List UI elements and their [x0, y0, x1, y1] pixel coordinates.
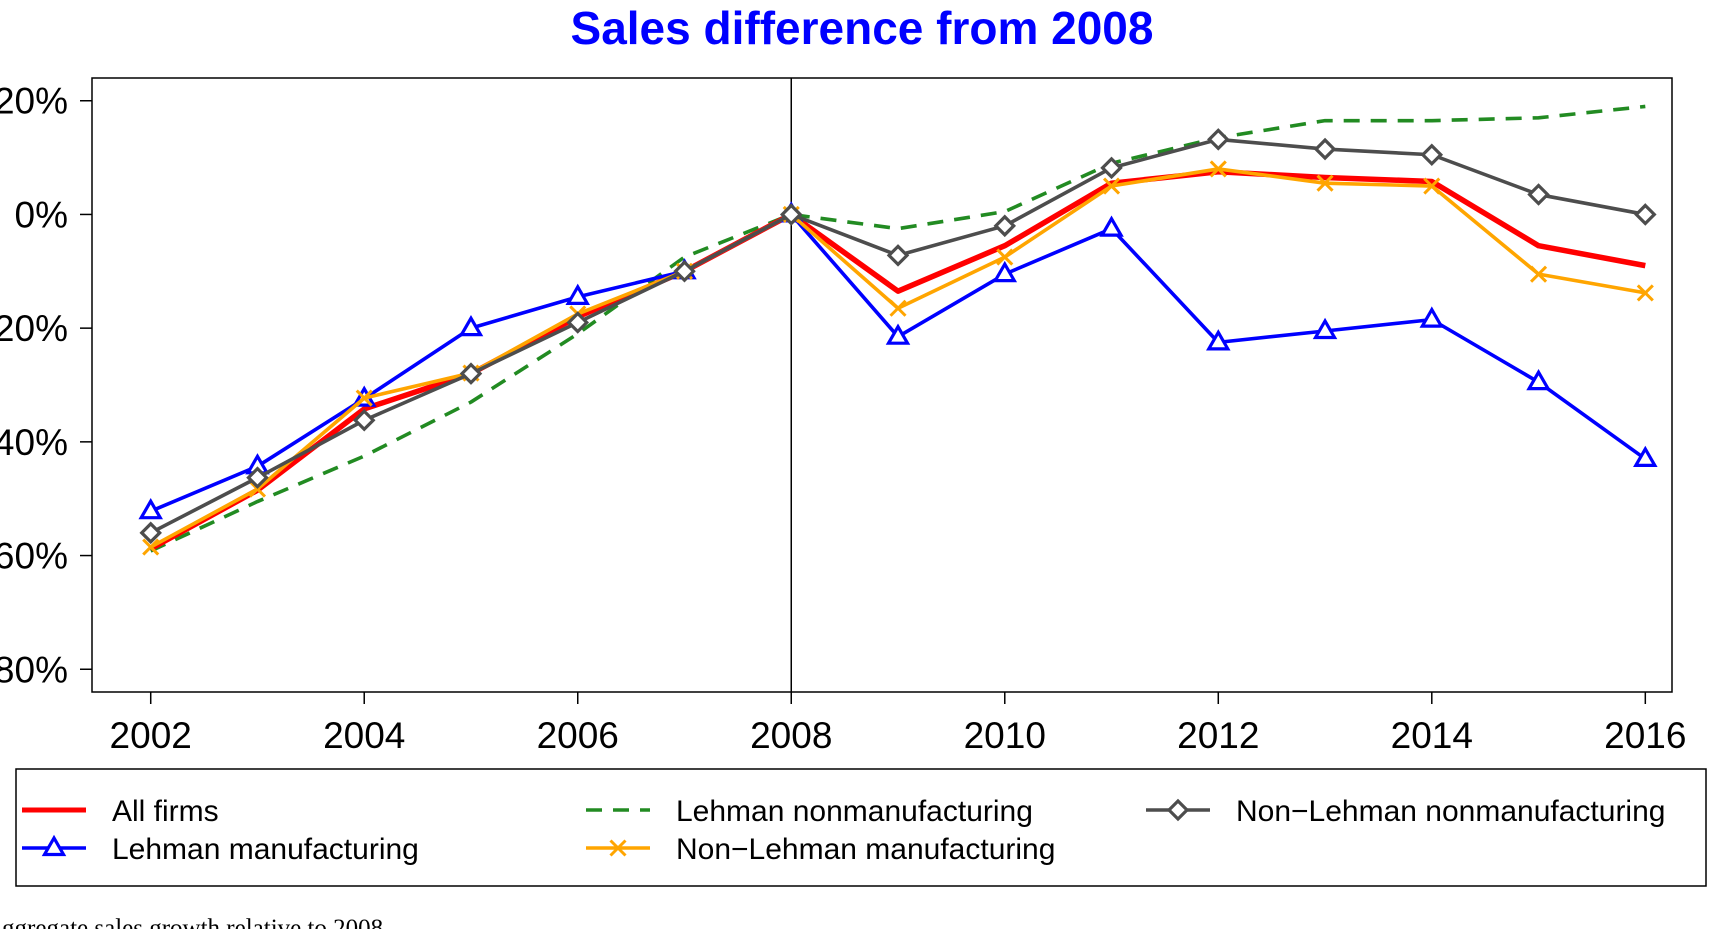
series-layer	[138, 104, 1658, 556]
data-point	[885, 323, 911, 345]
y-tick-label: −80%	[0, 649, 68, 690]
legend-label: Lehman manufacturing	[112, 833, 419, 866]
data-point	[886, 244, 910, 267]
series-non-lehman-nonmanufacturing	[139, 128, 1657, 545]
data-point	[1099, 215, 1124, 237]
y-axis: 20% 0% −20% −40% −60% −80%	[0, 81, 92, 690]
data-point	[1316, 174, 1334, 192]
series-all-firms	[149, 169, 1646, 552]
x-marker-stroke	[142, 538, 160, 556]
x-marker-stroke	[1529, 265, 1548, 283]
series-lehman-nonmanufacturing	[149, 104, 1646, 553]
data-point	[459, 362, 483, 385]
x-tick-label: 2016	[1604, 715, 1686, 756]
x-tick-label: 2012	[1177, 715, 1259, 756]
x-tick-label: 2004	[323, 715, 405, 756]
y-tick-label: 0%	[15, 194, 68, 235]
legend-entry-lehman-manufacturing: Lehman manufacturing	[22, 833, 419, 866]
data-point	[139, 521, 162, 545]
x-marker-stroke	[1102, 177, 1121, 195]
legend-label: Non−Lehman manufacturing	[676, 833, 1055, 866]
data-point	[1209, 160, 1227, 178]
series-non-lehman-manufacturing	[142, 160, 1654, 556]
x-tick-label: 2010	[964, 715, 1046, 756]
data-point	[1420, 143, 1444, 167]
legend-label: Lehman nonmanufacturing	[676, 795, 1033, 828]
legend-entry-lehman-nonmanufacturing: Lehman nonmanufacturing	[586, 795, 1033, 828]
legend-entries: All firms Lehman manufacturing Lehman nonm…	[22, 795, 1665, 866]
x-marker-stroke	[248, 480, 267, 498]
data-point	[1634, 203, 1657, 226]
y-tick-label: 20%	[0, 81, 68, 122]
data-point	[1527, 183, 1550, 206]
legend-entry-non-lehman-nonmanufacturing: Non−Lehman nonmanufacturing	[1146, 795, 1665, 828]
x-axis: 2002 2004 2006 2008 2010 2012 2014 2016	[110, 692, 1686, 756]
data-point	[1207, 128, 1230, 151]
x-marker-stroke	[1423, 177, 1441, 195]
legend-marker	[609, 839, 627, 857]
x-marker-stroke	[1316, 174, 1334, 192]
y-tick-label: −60%	[0, 536, 68, 577]
legend	[15, 768, 1707, 887]
data-point	[1636, 284, 1654, 302]
figure-caption: Aggregate sales growth relative to 2008	[0, 915, 383, 929]
x-marker-stroke	[1636, 284, 1654, 302]
x-tick-label: 2002	[110, 715, 192, 756]
data-point	[566, 311, 590, 334]
data-point	[779, 203, 803, 226]
data-point	[992, 260, 1018, 283]
series-line	[149, 167, 1646, 549]
data-point	[1102, 177, 1121, 195]
legend-label: All firms	[112, 795, 219, 828]
x-tick-label: 2008	[750, 715, 832, 756]
data-point	[1100, 156, 1123, 180]
data-point	[142, 538, 160, 556]
series-line	[149, 104, 1646, 553]
x-marker-stroke	[889, 299, 907, 317]
x-tick-label: 2006	[537, 715, 619, 756]
data-point	[1529, 265, 1548, 283]
data-point	[1312, 317, 1338, 340]
legend-marker	[41, 834, 67, 857]
data-point	[1526, 368, 1551, 391]
legend-entry-non-lehman-manufacturing: Non−Lehman manufacturing	[586, 833, 1055, 866]
data-point	[1206, 329, 1231, 351]
x-marker-stroke	[609, 839, 627, 857]
data-point	[352, 408, 376, 432]
x-marker-stroke	[355, 389, 373, 407]
x-tick-label: 2014	[1391, 715, 1473, 756]
legend-entry-all-firms: All firms	[22, 795, 219, 828]
data-point	[565, 283, 591, 305]
data-point	[458, 314, 484, 337]
y-tick-label: −40%	[0, 422, 68, 463]
data-point	[889, 299, 907, 317]
data-point	[355, 389, 373, 407]
data-point	[993, 214, 1017, 238]
data-point	[1423, 177, 1441, 195]
x-marker-stroke	[1209, 160, 1227, 178]
data-point	[248, 480, 267, 498]
data-point	[1419, 306, 1445, 328]
legend-label: Non−Lehman nonmanufacturing	[1236, 795, 1665, 828]
data-point	[673, 260, 696, 283]
y-tick-label: −20%	[0, 308, 68, 349]
chart-title: Sales difference from 2008	[571, 2, 1154, 54]
data-point	[996, 248, 1014, 266]
data-point	[1633, 445, 1658, 468]
data-point	[246, 466, 269, 489]
data-point	[138, 498, 163, 520]
series-line	[149, 169, 1646, 552]
data-point	[1313, 137, 1337, 161]
legend-marker	[1166, 798, 1190, 822]
plot-frame	[91, 77, 1673, 693]
x-marker-stroke	[996, 248, 1014, 266]
